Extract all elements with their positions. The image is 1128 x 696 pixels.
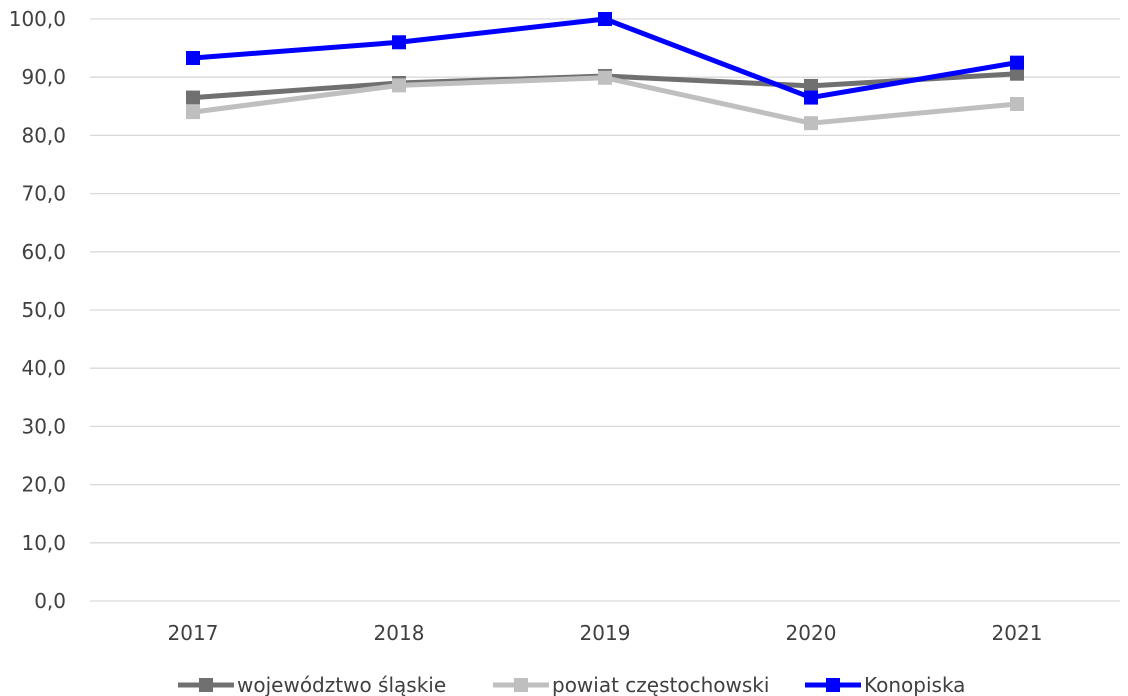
data-point	[392, 78, 406, 93]
x-tick-label: 2018	[374, 621, 425, 645]
series-line	[192, 16, 1018, 101]
data-point	[186, 105, 200, 120]
y-tick-label: 0,0	[34, 589, 66, 613]
data-point	[598, 70, 612, 85]
legend-item: Konopiska	[805, 673, 965, 696]
legend-marker	[199, 678, 213, 692]
legend-item: powiat częstochowski	[493, 673, 769, 696]
y-tick-label: 30,0	[21, 414, 66, 438]
legend-marker	[514, 678, 528, 692]
data-point	[598, 12, 612, 26]
legend-label: województwo śląskie	[237, 673, 446, 696]
series-group	[186, 12, 1024, 131]
y-tick-label: 50,0	[21, 298, 66, 322]
series-1	[186, 70, 1024, 131]
y-tick-label: 90,0	[21, 65, 66, 89]
y-tick-label: 20,0	[21, 473, 66, 497]
x-tick-label: 2020	[786, 621, 837, 645]
legend-marker	[826, 678, 840, 692]
x-tick-label: 2017	[168, 621, 219, 645]
x-tick-label: 2021	[992, 621, 1043, 645]
data-point	[1010, 96, 1024, 111]
data-point	[392, 35, 406, 50]
data-point	[186, 90, 200, 105]
y-tick-label: 60,0	[21, 240, 66, 264]
y-axis-ticks: 0,0 10,0 20,0 30,0 40,0 50,0 60,0 70,0 80,0 90,0 1…	[9, 7, 66, 613]
y-tick-label: 100,0	[9, 7, 66, 31]
legend: województwo śląskie powiat częstochowski K…	[178, 673, 965, 696]
y-tick-label: 10,0	[21, 531, 66, 555]
data-point	[804, 90, 818, 105]
data-point	[804, 116, 818, 131]
data-point	[804, 78, 818, 93]
legend-label: Konopiska	[864, 673, 965, 696]
x-tick-label: 2019	[580, 621, 631, 645]
y-tick-label: 40,0	[21, 356, 66, 380]
legend-item: województwo śląskie	[178, 673, 446, 696]
data-point	[186, 50, 200, 65]
legend-label: powiat częstochowski	[552, 673, 769, 696]
x-axis-ticks: 2017 2018 2019 2020 2021	[168, 621, 1043, 645]
data-point	[1010, 66, 1024, 81]
series-2	[186, 12, 1024, 105]
y-tick-label: 70,0	[21, 182, 66, 206]
data-point	[1010, 55, 1024, 70]
y-tick-label: 80,0	[21, 123, 66, 147]
